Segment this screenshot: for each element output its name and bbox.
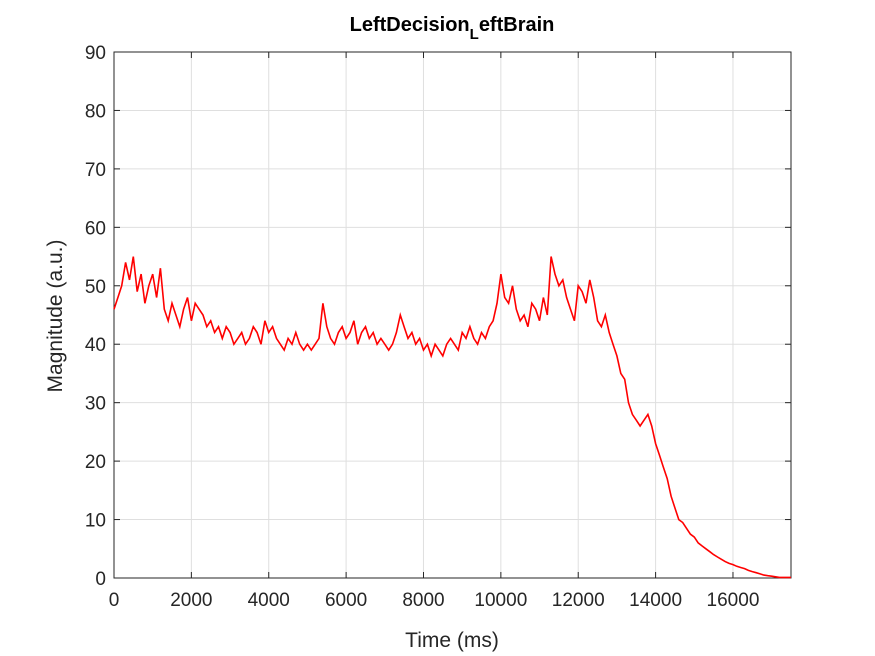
y-tick-label: 0	[95, 569, 106, 590]
x-tick-label: 12000	[552, 590, 605, 611]
x-tick-label: 6000	[325, 590, 367, 611]
y-tick-label: 80	[85, 101, 106, 122]
y-tick-label: 90	[85, 43, 106, 64]
y-tick-label: 50	[85, 277, 106, 298]
x-tick-label: 10000	[474, 590, 527, 611]
x-tick-label: 8000	[402, 590, 444, 611]
chart-title: LeftDecisionLeftBrain	[350, 14, 555, 43]
x-tick-label: 2000	[170, 590, 212, 611]
x-tick-label: 16000	[707, 590, 760, 611]
x-axis-label: Time (ms)	[405, 629, 499, 652]
y-tick-label: 20	[85, 452, 106, 473]
y-tick-label: 40	[85, 335, 106, 356]
y-tick-label: 10	[85, 511, 106, 532]
x-tick-label: 14000	[629, 590, 682, 611]
grid	[113, 51, 791, 579]
y-tick-label: 30	[85, 394, 106, 415]
y-ticks: 0 10 20 30 40 50 60 70 80 90	[85, 43, 791, 590]
y-tick-label: 60	[85, 218, 106, 239]
plot-frame	[113, 51, 792, 579]
series-line	[113, 256, 791, 579]
x-tick-label: 4000	[248, 590, 290, 611]
x-ticks: 0 2000 4000 6000 8000 10000 12000 14000 16000	[109, 52, 760, 611]
x-tick-label: 0	[109, 590, 120, 611]
y-tick-label: 70	[85, 160, 106, 181]
y-axis-label: Magnitude (a.u.)	[44, 240, 67, 393]
